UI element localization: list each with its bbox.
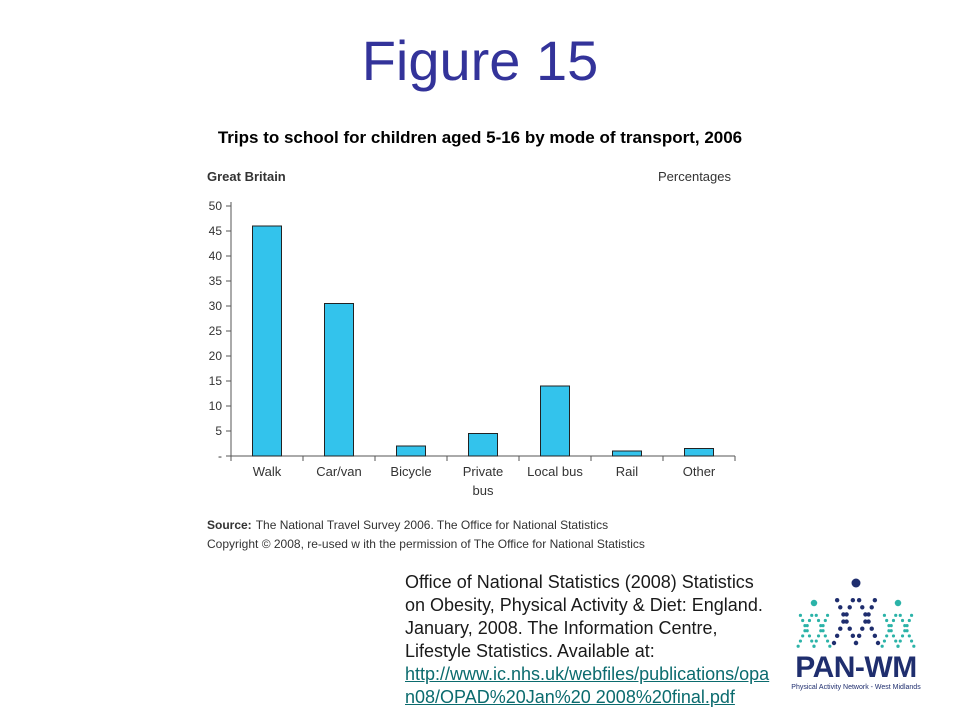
bar-rail <box>612 450 642 457</box>
chart-heading: Trips to school for children aged 5-16 b… <box>217 128 743 147</box>
chart-x-labels: Walk Car/van Bicycle Private bus Local bus Rai… <box>253 464 716 498</box>
pan-wm-logo: PAN-WM Physical Activity Network - West … <box>776 575 936 695</box>
y-tick-label: 35 <box>209 274 223 288</box>
y-tick-label: 15 <box>209 374 223 388</box>
logo-figure-icon <box>880 599 916 648</box>
bar-chart: Great Britain Percentages - 5 10 15 20 25 30 35… <box>207 169 736 551</box>
y-tick-label: - <box>218 449 222 463</box>
pan-wm-logo-mark <box>796 578 916 648</box>
chart-unit-label: Percentages <box>658 169 731 184</box>
bar-car-van <box>324 303 354 457</box>
chart-bars <box>252 225 714 457</box>
x-tick-label: Private bus <box>463 464 503 498</box>
x-tick-label: Local bus <box>527 464 583 479</box>
logo-figure-icon <box>796 599 832 648</box>
logo-name: PAN-WM <box>795 651 917 684</box>
citation-text: Office of National Statistics (2008) Sta… <box>405 572 763 661</box>
x-tick-label: Bicycle <box>390 464 431 479</box>
bar-other <box>684 448 714 457</box>
logo-tagline: Physical Activity Network - West Midland… <box>791 684 921 691</box>
bar-local-bus <box>540 385 570 457</box>
citation-block: Office of National Statistics (2008) Sta… <box>405 571 770 709</box>
y-tick-label: 30 <box>209 299 223 313</box>
y-tick-label: 10 <box>209 399 223 413</box>
bar-bicycle <box>396 445 426 457</box>
slide-title: Figure 15 <box>361 29 599 92</box>
y-tick-label: 40 <box>209 249 223 263</box>
y-tick-label: 20 <box>209 349 223 363</box>
x-tick-label: Walk <box>253 464 282 479</box>
chart-copyright: Copyright © 2008, re-used w ith the perm… <box>207 537 645 551</box>
chart-axes: - 5 10 15 20 25 30 35 40 45 50 <box>209 199 736 463</box>
y-tick-label: 25 <box>209 324 223 338</box>
y-tick-label: 45 <box>209 224 223 238</box>
y-tick-label: 50 <box>209 199 223 213</box>
x-tick-label: Other <box>683 464 716 479</box>
chart-source-prefix: Source: <box>207 518 252 532</box>
citation-link[interactable]: http://www.ic.nhs.uk/webfiles/publicatio… <box>405 664 770 707</box>
bar-walk <box>252 225 282 457</box>
x-tick-label: Rail <box>616 464 639 479</box>
y-tick-label: 5 <box>215 424 222 438</box>
chart-source-text: The National Travel Survey 2006. The Off… <box>256 518 608 532</box>
chart-source-label: Source: The National Travel Survey 2006. … <box>207 518 608 532</box>
chart-region-label: Great Britain <box>207 169 286 184</box>
x-tick-label: Car/van <box>316 464 362 479</box>
bar-private-bus <box>468 433 498 457</box>
logo-figure-icon <box>831 578 881 646</box>
